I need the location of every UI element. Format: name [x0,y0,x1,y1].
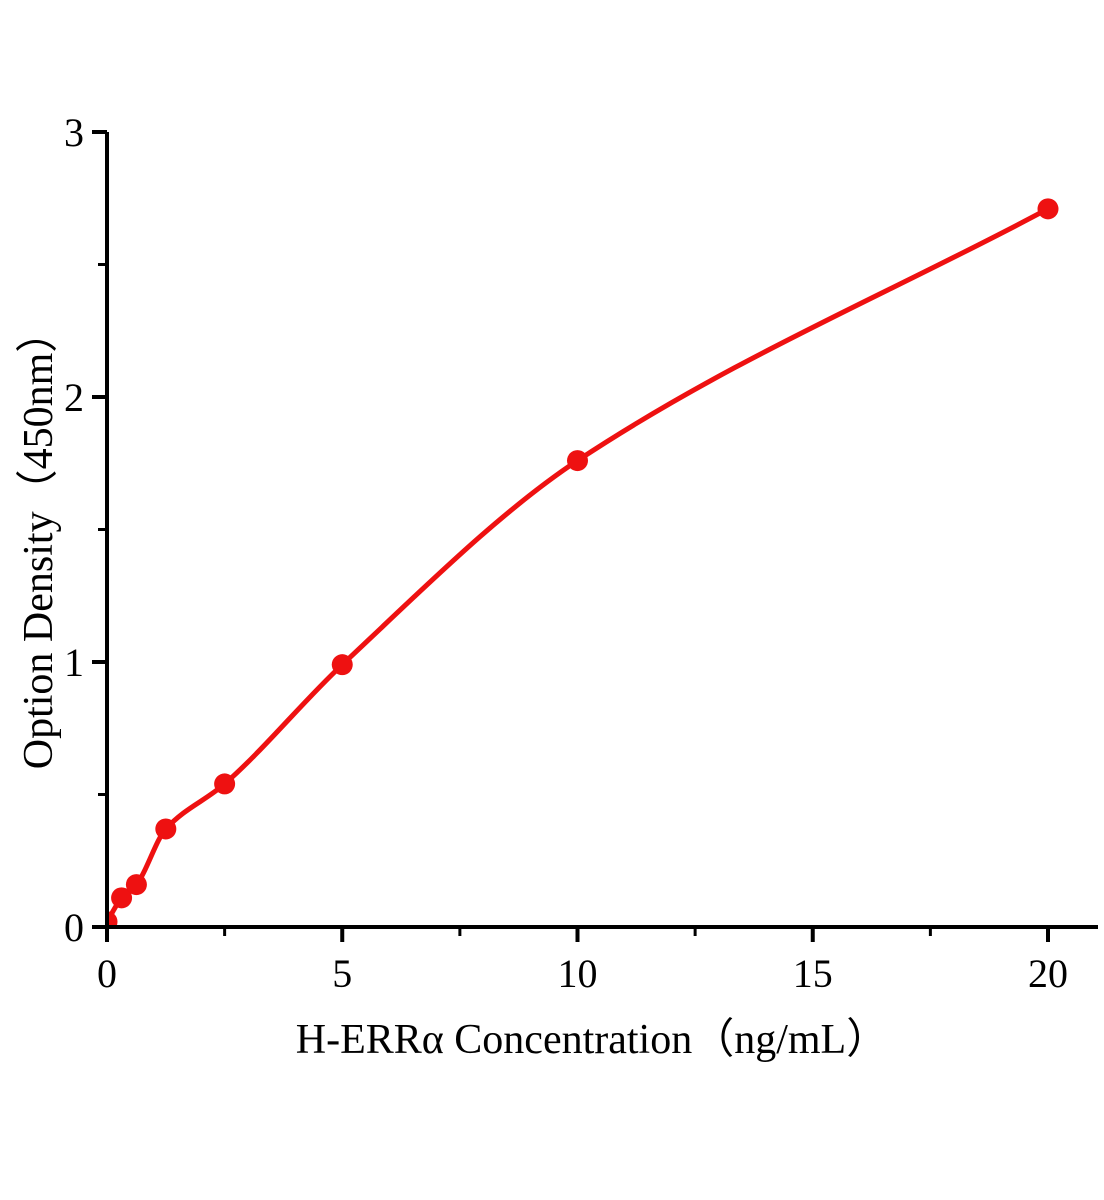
data-point [331,654,353,676]
data-point [1037,198,1059,220]
y-tick-label: 3 [64,110,84,155]
x-tick-label: 20 [1028,951,1068,996]
y-tick-label: 2 [64,375,84,420]
axis-spines [105,132,1098,929]
fit-curve [107,206,1051,925]
tick-labels-layer: 0 5 10 15 20 0 1 2 3 [64,110,1068,996]
data-point [567,450,588,472]
data-point [155,818,177,840]
data-point [214,773,236,795]
data-point [125,874,147,896]
y-tick-label: 0 [64,905,84,950]
y-tick-label: 1 [64,640,84,685]
y-axis-title: Option Density（450nm） [16,311,62,770]
data-layer [107,198,1059,927]
x-axis-title: H-ERRα Concentration（ng/mL） [296,1017,888,1063]
x-tick-label: 10 [558,951,598,996]
x-tick-label: 5 [332,951,352,996]
x-tick-label: 0 [97,951,117,996]
x-tick-label: 15 [793,951,833,996]
axes-layer [92,130,1098,942]
data-point [107,911,118,927]
data-point [111,887,133,909]
